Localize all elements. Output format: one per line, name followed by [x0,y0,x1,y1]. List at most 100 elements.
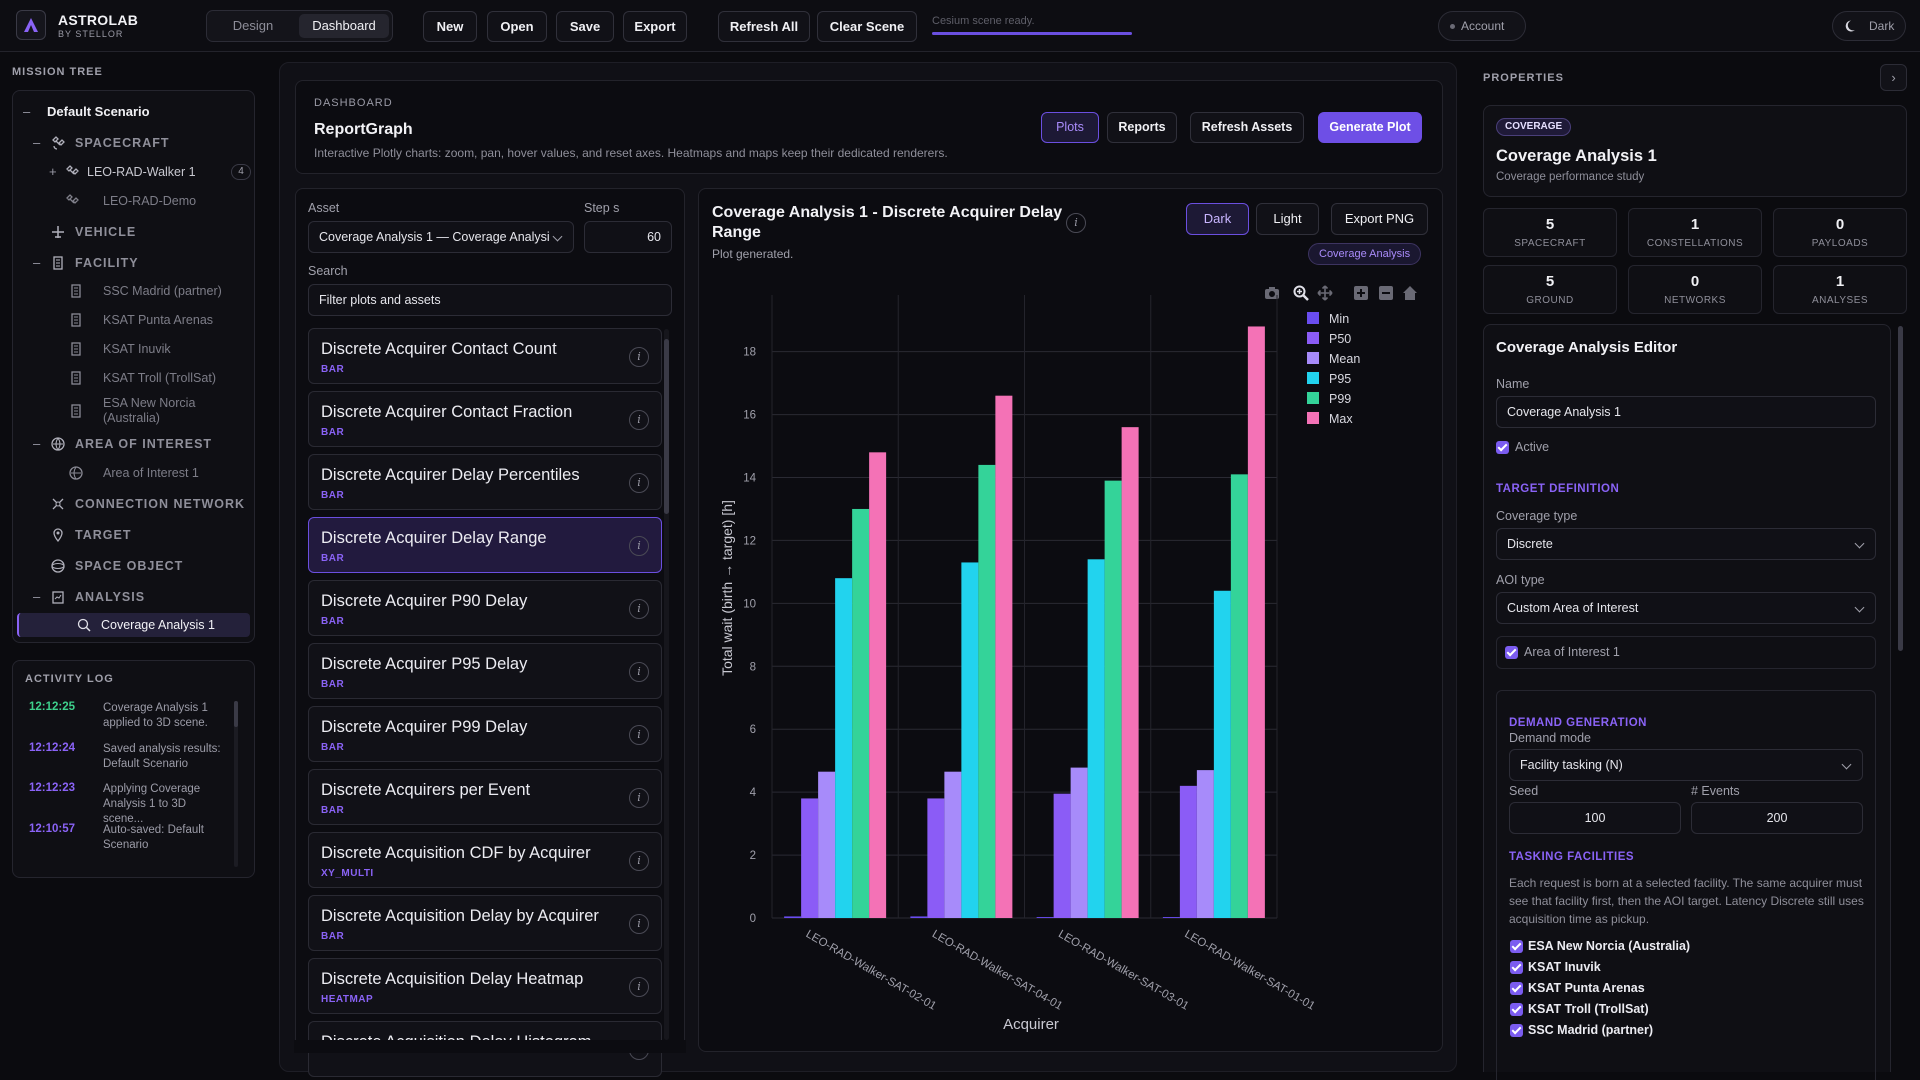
collapse-icon[interactable]: – [33,436,41,451]
plot-list-item[interactable]: Discrete Acquisition Delay Heatmap HEATMA… [308,958,662,1014]
camera-icon[interactable] [1264,285,1280,301]
tree-category-target[interactable]: TARGET [33,524,243,546]
open-button[interactable]: Open [487,11,547,42]
tree-category-aoi[interactable]: – AREA OF INTEREST [33,433,243,455]
tree-item-facility[interactable]: KSAT Inuvik [69,338,249,360]
tree-category-spacecraft[interactable]: – SPACECRAFT [33,132,243,154]
chart-theme-dark-button[interactable]: Dark [1186,203,1249,235]
name-input[interactable]: Coverage Analysis 1 [1496,396,1876,428]
tree-item-analysis-selected[interactable]: Coverage Analysis 1 [17,613,250,637]
search-input[interactable]: Filter plots and assets [308,284,672,316]
facility-checkbox[interactable] [1510,940,1523,953]
plot-list-item[interactable]: Discrete Acquirer P95 Delay BAR i [308,643,662,699]
info-icon[interactable]: i [629,410,649,430]
plot-list-item[interactable]: Discrete Acquirer P99 Delay BAR i [308,706,662,762]
collapse-icon[interactable]: – [33,255,41,270]
tree-item-aoi[interactable]: Area of Interest 1 [69,462,249,484]
events-input[interactable]: 200 [1691,802,1863,834]
properties-scrollbar[interactable] [1898,326,1903,651]
plot-list-item[interactable]: Discrete Acquirer Contact Fraction BAR i [308,391,662,447]
reset-axes-home-icon[interactable] [1402,285,1418,301]
globe-icon [69,466,83,480]
info-icon[interactable]: i [629,599,649,619]
bar-chart[interactable]: 0 2 4 6 8 10 12 14 16 18 LEO-RAD-Walker-SAT-02-01… [699,295,1399,1050]
plot-list-item[interactable]: Discrete Acquirer Delay Percentiles BAR i [308,454,662,510]
new-button[interactable]: New [423,11,477,42]
stat-label: ANALYSES [1811,295,1869,306]
tree-category-network[interactable]: CONNECTION NETWORK [33,493,253,515]
tree-scenario[interactable]: – Default Scenario [21,101,241,123]
collapse-panel-button[interactable]: › [1880,64,1907,91]
location-pin-icon [53,528,63,542]
pan-icon[interactable] [1317,285,1333,301]
collapse-icon[interactable]: – [33,589,41,604]
tree-category-vehicle[interactable]: VEHICLE [33,221,243,243]
plot-list-item[interactable]: Discrete Acquirer Delay Range BAR i [308,517,662,573]
info-icon[interactable]: i [629,347,649,367]
mode-dashboard-button[interactable]: Dashboard [299,14,389,38]
facility-checkbox[interactable] [1510,1024,1523,1037]
chart-panel-title-line1: Coverage Analysis 1 - Discrete Acquirer … [712,204,1063,221]
tree-item-facility[interactable]: KSAT Punta Arenas [69,309,249,331]
plot-list-item[interactable]: Discrete Acquisition Delay by Acquirer BA… [308,895,662,951]
export-button[interactable]: Export [623,11,687,42]
account-button[interactable]: Account [1438,11,1526,41]
plot-list-item[interactable]: Discrete Acquirer Contact Count BAR i [308,328,662,384]
tree-item-demo[interactable]: LEO-RAD-Demo [65,190,245,212]
list-scroll-thumb[interactable] [664,339,669,514]
info-icon[interactable]: i [629,473,649,493]
info-icon[interactable]: i [629,851,649,871]
info-icon[interactable]: i [629,914,649,934]
info-icon[interactable]: i [629,725,649,745]
facility-checkbox[interactable] [1510,982,1523,995]
demand-mode-select[interactable]: Facility tasking (N) [1509,749,1863,781]
info-icon[interactable]: i [629,662,649,682]
tree-item-walker[interactable]: + LEO-RAD-Walker 1 4 [49,161,251,183]
refresh-assets-button[interactable]: Refresh Assets [1190,112,1304,143]
name-label: Name [1496,377,1530,391]
expand-icon[interactable]: + [49,164,57,179]
step-input[interactable]: 60 [584,221,672,253]
info-icon[interactable]: i [1066,213,1086,233]
chart-theme-light-button[interactable]: Light [1256,203,1319,235]
generate-plot-button[interactable]: Generate Plot [1318,112,1422,143]
refresh-all-button[interactable]: Refresh All [718,11,810,42]
theme-toggle[interactable]: Dark [1832,11,1906,41]
save-button[interactable]: Save [556,11,614,42]
zoom-out-icon[interactable] [1378,285,1394,301]
clear-scene-button[interactable]: Clear Scene [817,11,917,42]
tree-item-facility[interactable]: KSAT Troll (TrollSat) [69,367,249,389]
tab-reports[interactable]: Reports [1107,112,1177,143]
tree-category-analysis[interactable]: – ANALYSIS [33,586,243,608]
plot-list-item[interactable]: Discrete Acquisition CDF by Acquirer XY_M… [308,832,662,888]
seed-input[interactable]: 100 [1509,802,1681,834]
tree-item-facility[interactable]: SSC Madrid (partner) [69,280,249,302]
collapse-icon[interactable]: – [33,135,41,150]
tree-category-space-object[interactable]: SPACE OBJECT [33,555,243,577]
tab-plots[interactable]: Plots [1041,112,1099,143]
info-icon[interactable]: i [629,536,649,556]
plot-list-item[interactable]: Discrete Acquirer P90 Delay BAR i [308,580,662,636]
active-checkbox[interactable] [1496,441,1509,454]
tree-category-facility[interactable]: – FACILITY [33,252,243,274]
zoom-icon[interactable] [1293,285,1309,301]
asset-label: Asset [308,201,340,215]
facility-checkbox[interactable] [1510,961,1523,974]
asset-select[interactable]: Coverage Analysis 1 — Coverage Analysi [308,221,574,253]
tree-item-facility[interactable]: ESA New Norcia (Australia) [69,396,249,430]
info-icon[interactable]: i [629,788,649,808]
aoi-type-select[interactable]: Custom Area of Interest [1496,592,1876,624]
collapse-icon[interactable]: – [23,104,31,119]
coverage-type-select[interactable]: Discrete [1496,528,1876,560]
log-scroll-thumb[interactable] [234,701,238,727]
info-icon[interactable]: i [629,977,649,997]
zoom-in-icon[interactable] [1353,285,1369,301]
log-time: 12:10:57 [29,823,76,835]
mode-design-button[interactable]: Design [232,18,274,33]
list-scrollbar[interactable] [664,329,669,1040]
aoi-checkbox[interactable] [1505,646,1518,659]
log-scrollbar[interactable] [234,701,238,867]
facility-checkbox[interactable] [1510,1003,1523,1016]
export-png-button[interactable]: Export PNG [1331,203,1428,235]
plot-list-item[interactable]: Discrete Acquirers per Event BAR i [308,769,662,825]
